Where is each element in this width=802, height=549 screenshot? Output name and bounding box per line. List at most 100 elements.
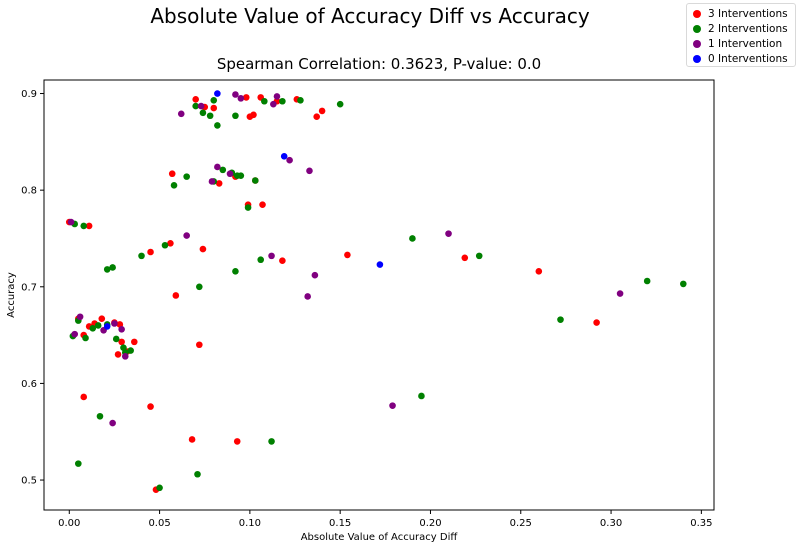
data-point [279,257,286,265]
data-point [461,254,469,262]
legend-label: 2 Interventions [708,22,788,35]
data-point [261,97,268,105]
data-point [232,268,239,275]
legend-marker [693,24,701,33]
legend-label: 1 Intervention [708,37,783,50]
data-point [237,172,245,179]
data-point [237,95,245,102]
data-point [197,102,205,110]
data-point [344,251,351,259]
data-point [172,292,180,299]
data-point [112,335,120,343]
legend-marker [693,9,701,18]
data-point [89,325,97,332]
data-point [183,173,190,180]
data-point [297,96,304,104]
data-point [286,156,293,164]
data-point [214,163,221,171]
data-point [103,266,111,273]
legend-marker [693,39,701,48]
data-point [82,334,89,342]
data-point [161,241,169,249]
legend-item-2-interventions: 2 Interventions [691,21,791,36]
data-point [214,122,221,129]
legend-label: 0 Interventions [708,52,788,65]
data-point [318,107,326,115]
data-point [75,460,82,467]
data-point [109,264,116,271]
data-point [643,277,651,285]
data-point [206,112,214,120]
data-point [244,204,252,211]
y-tick-label: 0.5 [21,476,37,487]
data-point [109,419,116,427]
y-tick-label: 0.9 [21,89,37,100]
y-tick-label: 0.7 [21,282,37,293]
data-point [156,484,163,492]
data-point [376,261,384,268]
series-3 [103,90,384,330]
x-tick-label: 0.00 [58,518,80,529]
data-point [409,235,416,242]
data-point [196,341,203,349]
data-point [232,112,239,120]
data-point [242,94,250,101]
x-axis-label: Absolute Value of Accuracy Diff [301,532,459,543]
data-point [80,393,88,401]
data-point [94,322,102,329]
data-point [118,338,125,346]
data-point [67,218,75,226]
data-point [80,222,88,230]
points-layer [65,90,687,494]
data-point [167,240,174,247]
data-point [210,96,218,104]
data-point [98,315,106,322]
legend-item-1-intervention: 1 Intervention [691,36,791,51]
data-point [680,280,687,288]
data-point [313,113,321,121]
data-point [196,283,203,291]
data-point [194,470,201,478]
data-point [131,338,138,346]
x-axis-ticks: 0.00 0.05 0.10 0.15 0.20 0.25 0.30 0.35 [58,510,712,529]
data-point [170,182,178,189]
data-point [257,256,265,264]
series-0 [65,94,600,494]
data-point [96,412,104,420]
data-point [389,402,396,409]
series-1 [69,96,687,492]
data-point [76,313,84,321]
data-point [118,326,125,333]
data-point [85,222,93,230]
legend-item-3-interventions: 3 Interventions [691,6,791,21]
data-point [71,330,78,338]
y-tick-label: 0.8 [21,186,37,197]
data-point [418,392,425,400]
data-point [183,232,190,239]
y-axis-label: Accuracy [6,272,17,318]
data-point [593,319,600,326]
x-tick-label: 0.05 [148,518,170,529]
data-point [279,97,286,105]
data-point [192,102,199,110]
legend-marker [693,54,701,63]
data-point [306,167,313,175]
data-point [232,91,239,98]
y-axis-ticks: 0.5 0.6 0.7 0.8 0.9 [21,89,44,487]
data-point [215,180,223,187]
data-point [304,293,311,300]
chart-title: Absolute Value of Accuracy Diff vs Accur… [150,4,590,28]
plot-area-frame [43,79,715,511]
x-tick-label: 0.15 [329,518,351,529]
data-point [114,351,122,358]
x-tick-label: 0.10 [239,518,261,529]
chart-legend: 3 Interventions 2 Interventions 1 Interv… [686,3,796,67]
data-point [168,170,176,178]
data-point [273,93,281,100]
data-point [208,178,216,185]
data-point [199,109,207,117]
data-point [336,100,344,108]
data-point [121,353,129,360]
data-point [177,110,185,118]
